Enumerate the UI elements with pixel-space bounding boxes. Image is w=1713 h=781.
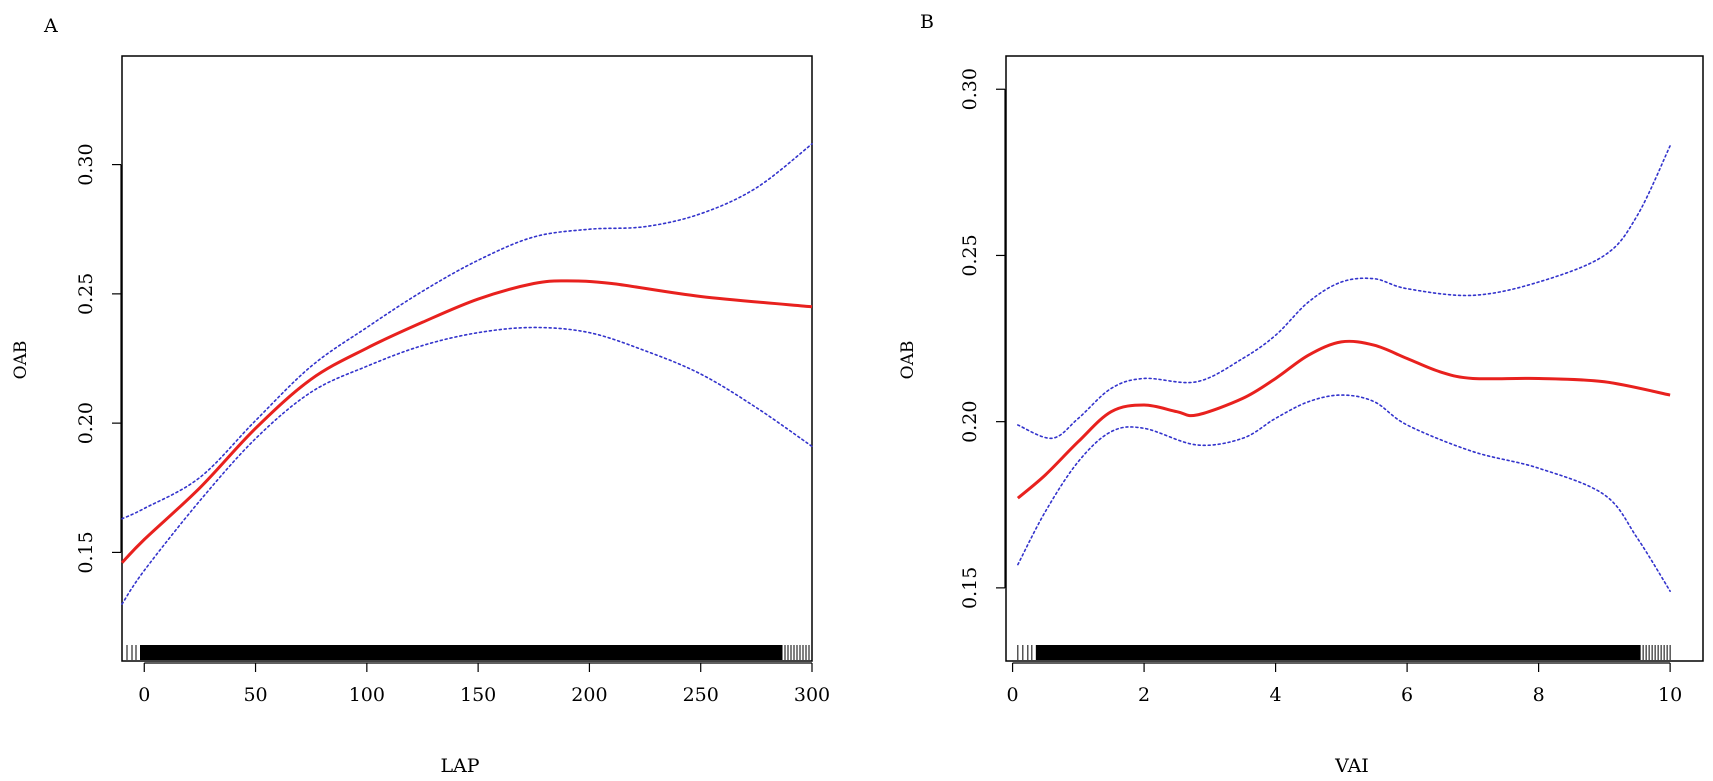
- panel-b-y-axis-label: OAB: [898, 341, 918, 380]
- panel-a-rug: [121, 645, 813, 660]
- x-tick-label: 4: [1270, 684, 1282, 706]
- x-tick-label: 200: [571, 684, 607, 706]
- panel-b-x-axis: 0 2 4 6 8 10: [1007, 662, 1682, 706]
- panel-a-x-axis: 0 50 100 150 200 250 300: [138, 662, 830, 706]
- series-lower-ci-line: [1017, 394, 1671, 592]
- y-tick-label: 0.30: [959, 68, 981, 110]
- rug-band: [1035, 645, 1641, 660]
- x-tick-label: 150: [460, 684, 496, 706]
- panel-b-rug: [1017, 645, 1671, 660]
- panel-b-plot-frame: [1005, 55, 1704, 662]
- panel-a-y-axis-label: OAB: [11, 341, 31, 380]
- series-upper-ci-line: [1017, 144, 1671, 440]
- panel-b-letter: B: [920, 11, 934, 33]
- panel-a-plot-frame: [121, 55, 813, 662]
- panel-a-x-axis-label: LAP: [440, 755, 479, 777]
- y-tick-label: 0.25: [959, 234, 981, 276]
- y-tick-label: 0.30: [75, 143, 97, 185]
- panel-a: A 0 50 100 150 200 250 300 0.15 0.20 0.25 0.30 LA…: [11, 15, 830, 777]
- series-estimate-line: [120, 279, 813, 564]
- series-lower-ci-line: [121, 326, 813, 605]
- y-tick-label: 0.15: [959, 567, 981, 609]
- x-tick-label: 10: [1658, 684, 1682, 706]
- x-tick-label: 300: [794, 684, 830, 706]
- x-tick-label: 0: [138, 684, 150, 706]
- rug-band: [140, 645, 782, 660]
- x-tick-label: 8: [1533, 684, 1545, 706]
- y-tick-label: 0.25: [75, 273, 97, 315]
- x-tick-label: 2: [1138, 684, 1150, 706]
- x-tick-label: 6: [1401, 684, 1413, 706]
- y-tick-label: 0.15: [75, 531, 97, 573]
- panel-a-y-axis: 0.15 0.20 0.25 0.30: [75, 143, 122, 574]
- panel-b: B 0 2 4 6 8 10 0.15 0.20 0.25 0.30 VAI OAB: [898, 11, 1704, 777]
- panel-b-y-axis: 0.15 0.20 0.25 0.30: [959, 68, 1006, 609]
- series-estimate-line: [1016, 339, 1671, 500]
- panel-a-letter: A: [43, 15, 58, 37]
- series-upper-ci-line: [121, 143, 813, 520]
- panel-a-curves: [120, 143, 813, 605]
- panel-b-curves: [1016, 144, 1671, 592]
- x-tick-label: 250: [683, 684, 719, 706]
- x-tick-label: 100: [349, 684, 385, 706]
- x-tick-label: 50: [243, 684, 267, 706]
- y-tick-label: 0.20: [75, 402, 97, 444]
- y-tick-label: 0.20: [959, 401, 981, 443]
- panel-b-x-axis-label: VAI: [1334, 755, 1369, 777]
- x-tick-label: 0: [1007, 684, 1019, 706]
